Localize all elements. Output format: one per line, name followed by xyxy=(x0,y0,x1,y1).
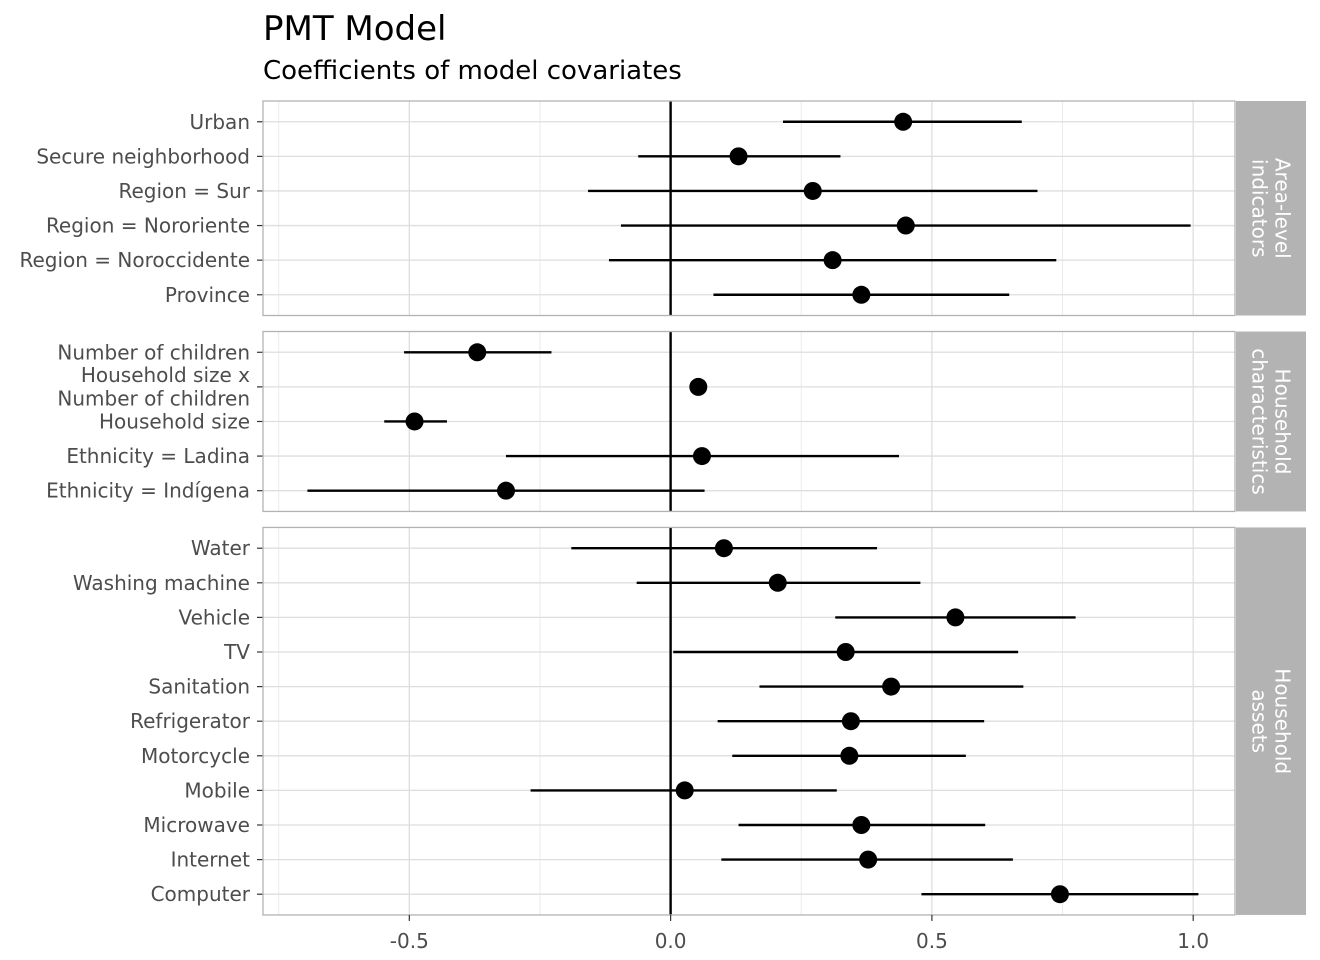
coefficient-point xyxy=(823,251,842,270)
coefficient-point xyxy=(497,481,515,500)
coefficient-point xyxy=(1050,885,1069,904)
chart-subtitle: Coefficients of model covariates xyxy=(263,56,682,86)
coefficient-point xyxy=(714,539,733,558)
coefficient-point xyxy=(689,377,708,396)
row-label: Household size xyxy=(99,409,250,433)
facet-strip xyxy=(1236,527,1306,915)
row-label: Sanitation xyxy=(148,675,250,699)
coefficient-point xyxy=(836,643,855,661)
row-label: Water xyxy=(191,536,251,560)
coefficient-point xyxy=(803,181,822,200)
row-label: Ethnicity = Ladina xyxy=(66,444,250,468)
coefficient-point xyxy=(840,746,859,765)
coefficient-point xyxy=(859,850,878,869)
x-tick-label: 1.0 xyxy=(1177,929,1209,953)
facet-strip-label: Household xyxy=(1271,369,1295,475)
coefficient-point xyxy=(729,147,748,166)
row-label: Secure neighborhood xyxy=(36,144,250,168)
chart-title: PMT Model xyxy=(263,9,447,49)
row-label: TV xyxy=(223,640,250,664)
plot-area: Urban Secure neighborhood Region = Sur Regi… xyxy=(19,100,1306,953)
facet-strip-label: indicators xyxy=(1248,159,1272,257)
coefficient-point xyxy=(852,816,871,834)
row-label: Microwave xyxy=(143,813,250,837)
coefficient-point xyxy=(768,573,787,592)
coefficient-point xyxy=(852,285,871,304)
facet-strip-label: Area-level xyxy=(1271,158,1295,259)
x-tick-label: -0.5 xyxy=(390,929,429,953)
facet-strip-label: Household xyxy=(1271,668,1295,774)
row-label: Region = Sur xyxy=(118,179,250,203)
row-label: Computer xyxy=(151,882,251,906)
row-label: Refrigerator xyxy=(130,709,251,733)
coefficient-point xyxy=(841,712,860,731)
facet-strip-label: characteristics xyxy=(1248,348,1272,495)
row-label: Number of children xyxy=(57,387,250,411)
row-label: Number of children xyxy=(57,340,250,364)
panel-border xyxy=(262,330,1236,513)
row-label: Mobile xyxy=(184,778,250,802)
panel-background xyxy=(263,101,1235,316)
row-label: Internet xyxy=(171,848,251,872)
coefficient-point xyxy=(675,781,694,800)
row-label: Household size x xyxy=(81,363,250,387)
x-tick-label: 0.5 xyxy=(916,929,948,953)
row-label: Region = Nororiente xyxy=(46,214,250,238)
row-label: Motorcycle xyxy=(141,744,250,768)
panel-border xyxy=(262,100,1236,317)
row-label: Urban xyxy=(190,110,251,134)
facet-strip xyxy=(1236,101,1306,316)
row-label: Province xyxy=(165,283,250,307)
row-label: Ethnicity = Indígena xyxy=(46,479,250,503)
row-label: Washing machine xyxy=(73,571,250,595)
row-label: Vehicle xyxy=(178,605,250,629)
facet-strip-label: assets xyxy=(1248,689,1272,753)
x-tick-label: 0.0 xyxy=(655,929,687,953)
coefficient-point xyxy=(896,216,915,235)
coefficient-point xyxy=(946,608,965,627)
coefficient-point xyxy=(894,112,913,131)
panel-border xyxy=(262,526,1236,916)
coefficient-point xyxy=(468,343,487,362)
row-label: Region = Noroccidente xyxy=(19,248,250,272)
coefficient-point xyxy=(692,447,711,466)
facet-strip xyxy=(1236,331,1306,512)
coefficient-point xyxy=(405,412,424,431)
coefficient-point xyxy=(882,677,901,696)
